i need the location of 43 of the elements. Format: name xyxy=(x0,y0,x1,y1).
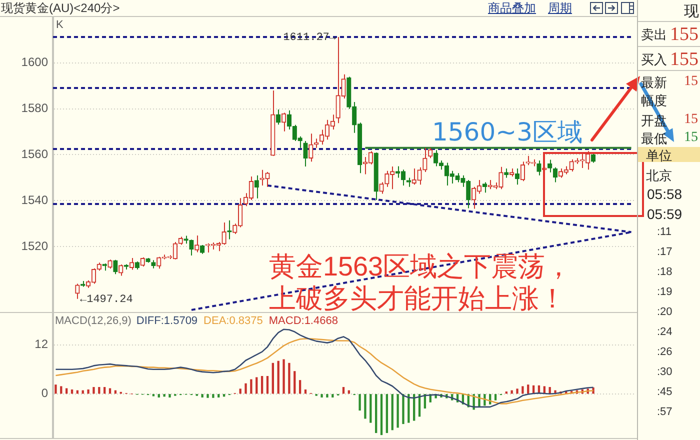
text: 现 xyxy=(684,3,699,20)
text: 卖出 xyxy=(641,27,667,42)
text: DEA:0.8375 xyxy=(204,315,263,328)
annotation: K xyxy=(56,19,64,32)
text: :19 xyxy=(657,286,672,298)
text: MACD:1.4668 xyxy=(268,315,338,328)
y-tick-label: 1580 xyxy=(21,101,48,116)
text: 155 xyxy=(670,49,698,70)
text: 最新 xyxy=(641,75,667,90)
text: :20 xyxy=(657,306,672,318)
text: 单位 xyxy=(646,148,672,163)
text: 15 xyxy=(684,74,698,89)
text: 15 xyxy=(684,130,698,145)
text: :11 xyxy=(657,226,672,238)
annotation: 上破多头才能开始上涨！ xyxy=(269,283,566,314)
annotation: 1611.27→ xyxy=(283,32,336,44)
chart-title: 现货黄金(AU)<240分> xyxy=(1,1,120,15)
y-tick-label: 12 xyxy=(34,337,48,352)
text: :17 xyxy=(657,246,672,258)
text: 周期 xyxy=(548,1,572,15)
y-tick-label: 1560 xyxy=(21,147,48,162)
y-tick-label: 1520 xyxy=(21,238,48,253)
text: DIFF:1.5709 xyxy=(136,315,198,328)
text: 05:58 xyxy=(647,186,682,202)
text: 最低 xyxy=(641,131,667,146)
annotation: 1560~3区域 xyxy=(432,118,582,146)
annotation: ←1497.24 xyxy=(80,294,134,306)
text: 北京 xyxy=(646,168,672,183)
y-tick-label: 0 xyxy=(41,386,48,400)
text: 155 xyxy=(670,24,698,45)
text: :30 xyxy=(657,366,672,378)
text: :18 xyxy=(657,266,672,278)
text: :26 xyxy=(657,346,672,358)
text: :57 xyxy=(657,406,672,418)
text: 05:59 xyxy=(647,206,682,222)
text: 15 xyxy=(684,112,698,127)
text: 商品叠加 xyxy=(488,1,536,15)
text: :45 xyxy=(657,386,672,398)
text: 买入 xyxy=(641,52,667,67)
y-tick-label: 1600 xyxy=(21,55,48,70)
text: :24 xyxy=(657,326,672,338)
chart-title: MACD(12,26,9) xyxy=(55,315,132,328)
y-tick-label: 1540 xyxy=(21,192,48,207)
